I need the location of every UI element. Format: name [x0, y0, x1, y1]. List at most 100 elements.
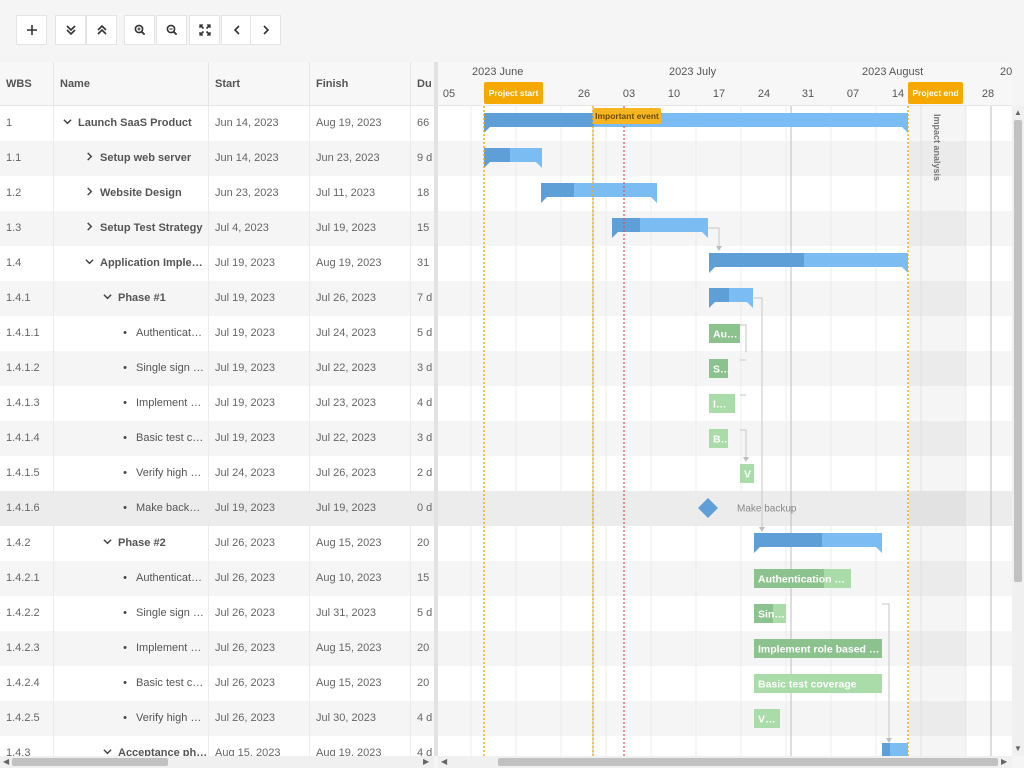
task-name-label: Acceptance ph…	[118, 747, 208, 756]
task-bar-label: Authentication …	[758, 574, 845, 586]
chevron-down-icon[interactable]	[84, 246, 94, 281]
summary-bar-left-cap	[484, 162, 490, 168]
table-row[interactable]: 1.4.2.2 • Single sign … Jul 26, 2023 Jul 31,…	[0, 596, 434, 631]
time-marker-flag[interactable]: Important event	[593, 108, 661, 124]
collapse-all-button[interactable]	[86, 15, 117, 45]
summary-bar-progress	[484, 113, 594, 127]
name-cell: Setup Test Strategy	[54, 211, 209, 246]
column-header-wbs[interactable]: WBS	[0, 62, 54, 106]
column-header-finish[interactable]: Finish	[310, 62, 411, 106]
task-bar[interactable]	[709, 394, 735, 413]
task-bar[interactable]	[754, 674, 882, 693]
column-header-name[interactable]: Name	[54, 62, 209, 106]
scroll-right-icon[interactable]: ▶	[1001, 757, 1008, 766]
zoom-to-fit-button[interactable]	[189, 15, 220, 45]
column-header-duration[interactable]: Du	[417, 78, 432, 90]
finish-cell: Jul 26, 2023	[310, 456, 411, 491]
table-row[interactable]: 1.4.1.6 • Make back… Jul 19, 2023 Jul 19, 20…	[0, 491, 434, 526]
vertical-scrollbar[interactable]: ▲ ▼	[1012, 106, 1024, 756]
column-header-start[interactable]: Start	[209, 62, 310, 106]
time-marker-flag[interactable]: Project start	[484, 82, 543, 104]
table-row[interactable]: 1.4.1.1 • Authenticat… Jul 19, 2023 Jul 24, …	[0, 316, 434, 351]
scroll-left-icon[interactable]: ◀	[441, 757, 448, 766]
time-marker-flag[interactable]: Project end	[908, 82, 963, 104]
chevron-down-icon[interactable]	[102, 281, 112, 316]
table-row[interactable]: 1.4.2 Phase #2 Jul 26, 2023 Aug 15, 2023 20	[0, 526, 434, 561]
scroll-right-icon[interactable]: ▶	[423, 757, 430, 766]
task-bar[interactable]	[740, 464, 754, 483]
wbs-cell: 1.4.1.5	[0, 456, 54, 491]
table-row[interactable]: 1.4.2.4 • Basic test c… Jul 26, 2023 Aug 15,…	[0, 666, 434, 701]
task-name-label: Setup Test Strategy	[100, 222, 203, 234]
name-cell: • Verify high …	[54, 456, 209, 491]
table-row[interactable]: 1.4.1.2 • Single sign … Jul 19, 2023 Jul 22,…	[0, 351, 434, 386]
table-row[interactable]: 1.4 Application Imple… Jul 19, 2023 Aug 19,…	[0, 246, 434, 281]
gantt-horizontal-scrollbar[interactable]: ◀ ▶	[438, 756, 1012, 768]
task-bar[interactable]	[754, 639, 882, 658]
table-row[interactable]: 1 Launch SaaS Product Jun 14, 2023 Aug 19, …	[0, 106, 434, 141]
name-cell: Phase #1	[54, 281, 209, 316]
grid-horizontal-scroll-thumb[interactable]	[12, 758, 168, 766]
table-row[interactable]: 1.4.2.5 • Verify high … Jul 26, 2023 Jul 30,…	[0, 701, 434, 736]
table-row[interactable]: 1.1 Setup web server Jun 14, 2023 Jun 23, 2…	[0, 141, 434, 176]
summary-bar-left-cap	[709, 302, 715, 308]
scroll-down-icon[interactable]: ▼	[1014, 744, 1022, 753]
chevron-right-icon[interactable]	[84, 141, 94, 176]
name-cell: • Single sign …	[54, 596, 209, 631]
chevron-down-icon[interactable]	[102, 736, 112, 756]
task-name-label: Implement …	[136, 642, 202, 654]
task-bar[interactable]	[754, 709, 780, 728]
summary-bar-progress	[709, 253, 804, 267]
task-bar[interactable]	[709, 429, 728, 448]
chevron-down-icon[interactable]	[102, 526, 112, 561]
grid-splitter[interactable]	[434, 62, 438, 756]
name-cell: Launch SaaS Product	[54, 106, 209, 141]
duration-cell: 4 d	[417, 712, 433, 724]
table-row[interactable]: 1.4.1.3 • Implement … Jul 19, 2023 Jul 23, 2…	[0, 386, 434, 421]
bullet-icon: •	[123, 502, 127, 514]
add-task-button[interactable]	[16, 15, 47, 45]
finish-cell: Aug 10, 2023	[310, 561, 411, 596]
task-bar[interactable]	[709, 324, 740, 343]
chevron-down-icon[interactable]	[62, 106, 72, 141]
bullet-icon: •	[123, 677, 127, 689]
scroll-left-icon[interactable]: ◀	[3, 757, 10, 766]
table-row[interactable]: 1.4.1.5 • Verify high … Jul 24, 2023 Jul 26,…	[0, 456, 434, 491]
finish-cell: Aug 19, 2023	[310, 246, 411, 281]
vertical-scroll-thumb[interactable]	[1014, 120, 1022, 582]
table-row[interactable]: 1.2 Website Design Jun 23, 2023 Jul 11, 202…	[0, 176, 434, 211]
task-bar-label: I…	[713, 399, 726, 411]
scroll-up-icon[interactable]: ▲	[1014, 108, 1022, 117]
summary-bar-progress	[612, 218, 640, 232]
table-row[interactable]: 1.4.2.1 • Authenticat… Jul 26, 2023 Aug 10, …	[0, 561, 434, 596]
name-cell: • Basic test c…	[54, 421, 209, 456]
task-bar[interactable]	[709, 359, 728, 378]
zoom-in-button[interactable]	[124, 15, 155, 45]
grid-horizontal-scrollbar[interactable]: ◀ ▶	[0, 756, 434, 768]
finish-cell: Aug 15, 2023	[310, 666, 411, 701]
next-button[interactable]	[250, 15, 281, 45]
zoom-out-button[interactable]	[156, 15, 187, 45]
summary-bar-left-cap	[612, 232, 618, 238]
expand-all-button[interactable]	[55, 15, 86, 45]
task-name-label: Basic test c…	[136, 677, 204, 689]
summary-bar-right-cap	[536, 162, 542, 168]
summary-bar-left-cap	[709, 267, 715, 273]
chevron-right-icon[interactable]	[84, 176, 94, 211]
table-row[interactable]: 1.3 Setup Test Strategy Jul 4, 2023 Jul 19,…	[0, 211, 434, 246]
table-row[interactable]: 1.4.3 Acceptance ph… Aug 15, 2023 Aug 19, 2…	[0, 736, 434, 756]
chevron-left-icon	[233, 25, 240, 35]
previous-button[interactable]	[221, 15, 252, 45]
start-cell: Jul 26, 2023	[209, 666, 310, 701]
name-cell: • Make back…	[54, 491, 209, 526]
table-row[interactable]: 1.4.1.4 • Basic test c… Jul 19, 2023 Jul 22,…	[0, 421, 434, 456]
milestone-diamond[interactable]	[698, 498, 718, 518]
table-row[interactable]: 1.4.2.3 • Implement … Jul 26, 2023 Aug 15, 2…	[0, 631, 434, 666]
wbs-cell: 1.4.2.3	[0, 631, 54, 666]
chevron-right-icon[interactable]	[84, 211, 94, 246]
wbs-cell: 1.4.1.1	[0, 316, 54, 351]
table-row[interactable]: 1.4.1 Phase #1 Jul 19, 2023 Jul 26, 2023 7 d	[0, 281, 434, 316]
gantt-chart: 2023 June 2023 July 2023 August 20 05 26 0…	[438, 62, 1012, 756]
gantt-horizontal-scroll-thumb[interactable]	[498, 758, 998, 766]
